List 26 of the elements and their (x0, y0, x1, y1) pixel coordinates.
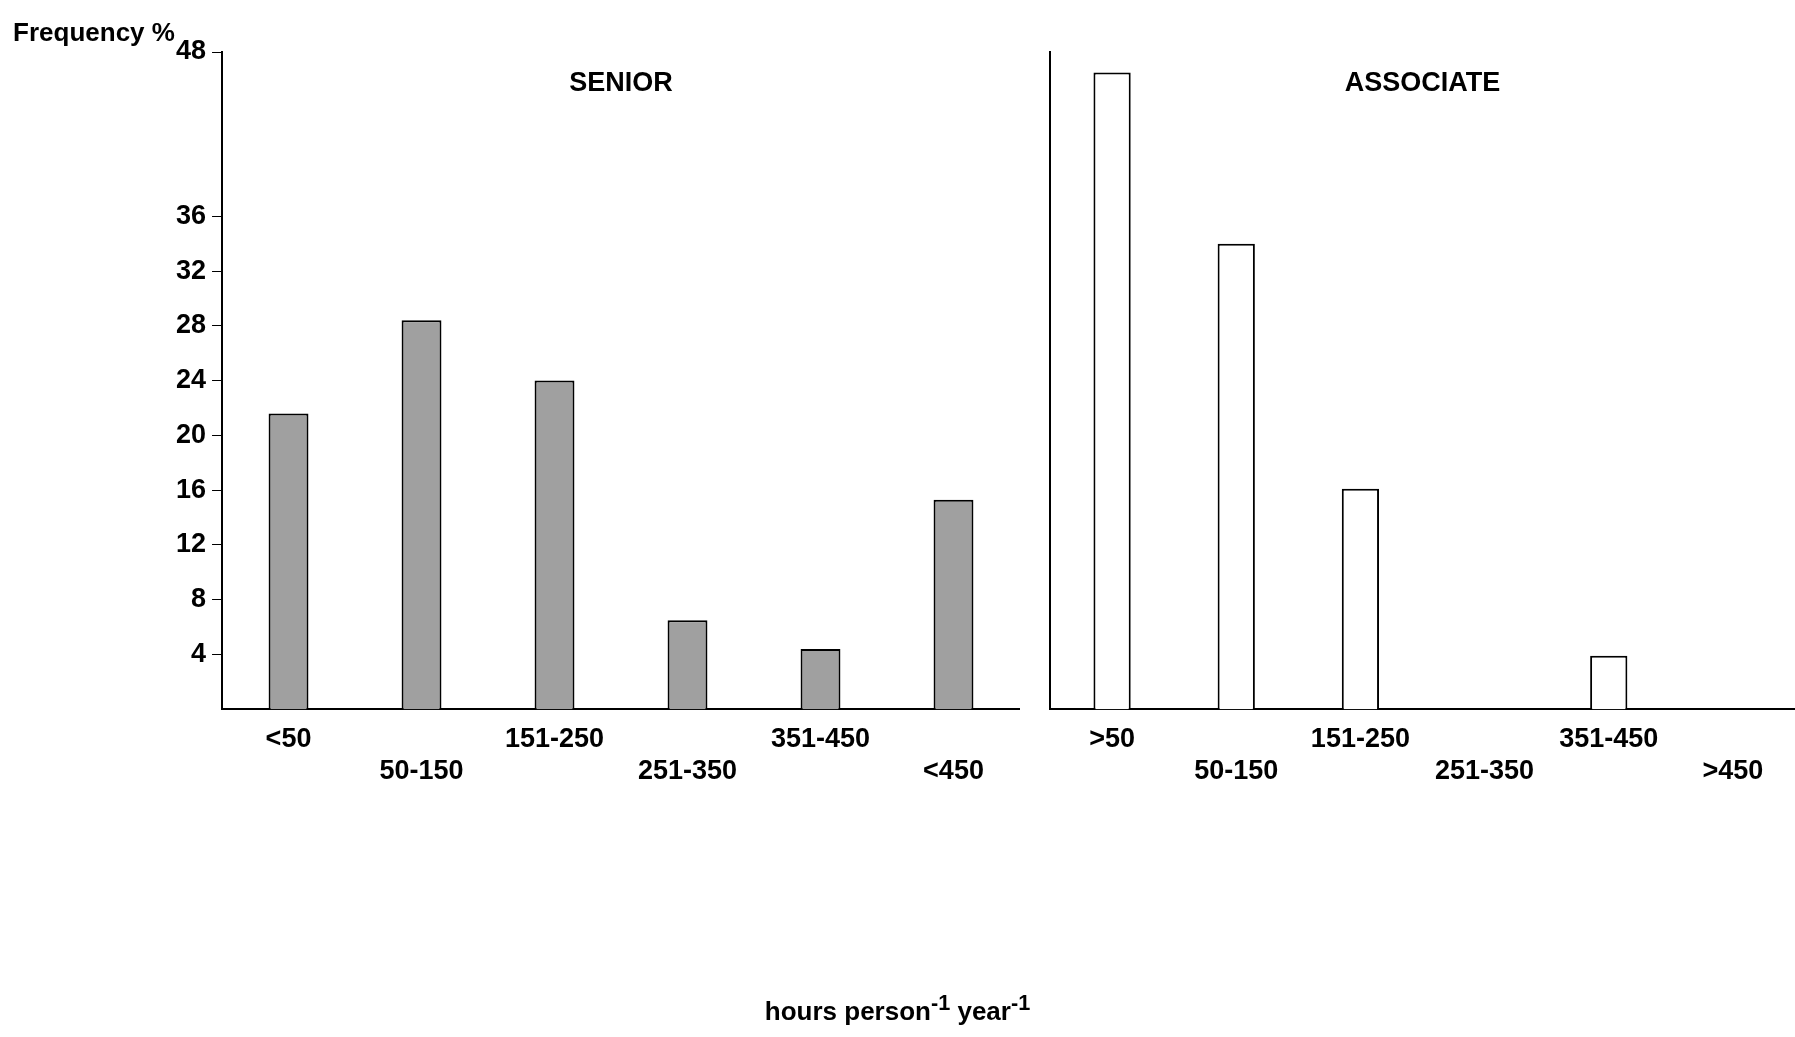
x-tick-label: 151-250 (504, 722, 605, 753)
y-tick-label: 20 (175, 418, 207, 449)
x-tick-label: <450 (923, 755, 984, 786)
x-tick-label: 351-450 (1559, 722, 1659, 753)
x-tick-label: 351-450 (770, 722, 871, 753)
x-tick-label: >50 (1089, 722, 1135, 753)
x-tick-label: 251-350 (637, 755, 738, 786)
x-tick-label: 251-350 (1435, 755, 1535, 786)
x-axis-title: hours person$^{-1}$ year$^{-1}$ (763, 990, 1032, 1027)
x-tick-label: 50-150 (1194, 755, 1279, 786)
y-tick-label: 48 (175, 35, 207, 66)
y-tick-label: 28 (175, 309, 207, 340)
text: ASSOCIATE (1344, 66, 1501, 97)
y-tick-label: 12 (175, 528, 207, 559)
x-tick-label: 151-250 (1310, 722, 1410, 753)
x-tick-label: >450 (1702, 755, 1764, 786)
y-tick-label: 36 (175, 199, 207, 230)
y-tick-label: 16 (175, 473, 207, 504)
y-tick-label: 32 (175, 254, 207, 285)
text: SENIOR (569, 66, 673, 97)
y-tick-label: 24 (175, 364, 207, 395)
x-tick-label: 50-150 (379, 755, 464, 786)
y-tick-label: 8 (191, 583, 207, 614)
x-tick-label: <50 (265, 722, 312, 753)
y-tick-label: 4 (191, 637, 207, 668)
y-axis-title: Frequency % (13, 17, 175, 47)
